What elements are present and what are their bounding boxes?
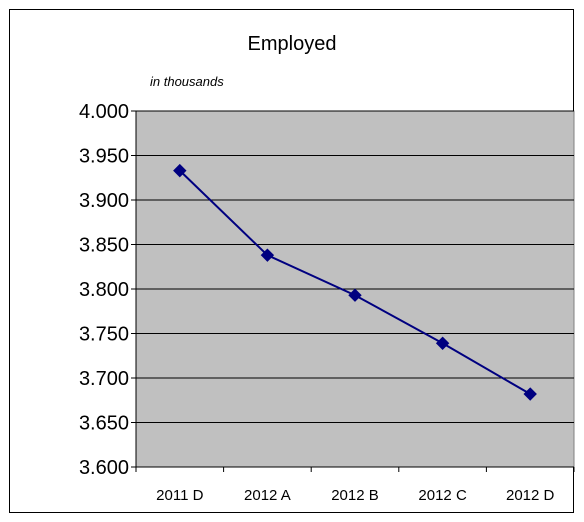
- y-tick-label: 3.700: [79, 368, 129, 390]
- data-point-marker: [348, 288, 362, 302]
- y-tick-label: 4.000: [79, 101, 129, 123]
- y-tick-label: 3.750: [79, 324, 129, 346]
- data-point-marker: [435, 336, 450, 350]
- x-tick-labels: 2011 D 2012 A 2012 B 2012 C 2012 D: [156, 487, 554, 504]
- y-tick-labels: 3.600 3.650 3.700 3.750 3.800 3.850 3.900 3.950…: [79, 101, 129, 479]
- chart-title: Employed: [248, 33, 337, 55]
- x-tick-label: 2012 D: [506, 487, 555, 504]
- chart-subtitle: in thousands: [150, 74, 224, 89]
- axes: [131, 110, 575, 472]
- x-tick-label: 2011 D: [156, 487, 203, 504]
- y-tick-label: 3.900: [79, 190, 129, 212]
- y-tick-label: 3.600: [79, 457, 129, 479]
- data-point-marker: [260, 248, 275, 262]
- y-tick-label: 3.850: [79, 235, 129, 257]
- data-point-marker: [523, 387, 537, 401]
- x-tick-label: 2012 A: [244, 487, 291, 504]
- y-tick-label: 3.800: [79, 279, 129, 301]
- y-tick-label: 3.950: [79, 146, 129, 168]
- x-tick-label: 2012 C: [418, 487, 467, 504]
- y-tick-label: 3.650: [79, 413, 129, 435]
- series-employed: [173, 163, 537, 401]
- data-point-marker: [173, 163, 187, 178]
- x-tick-label: 2012 B: [331, 487, 379, 504]
